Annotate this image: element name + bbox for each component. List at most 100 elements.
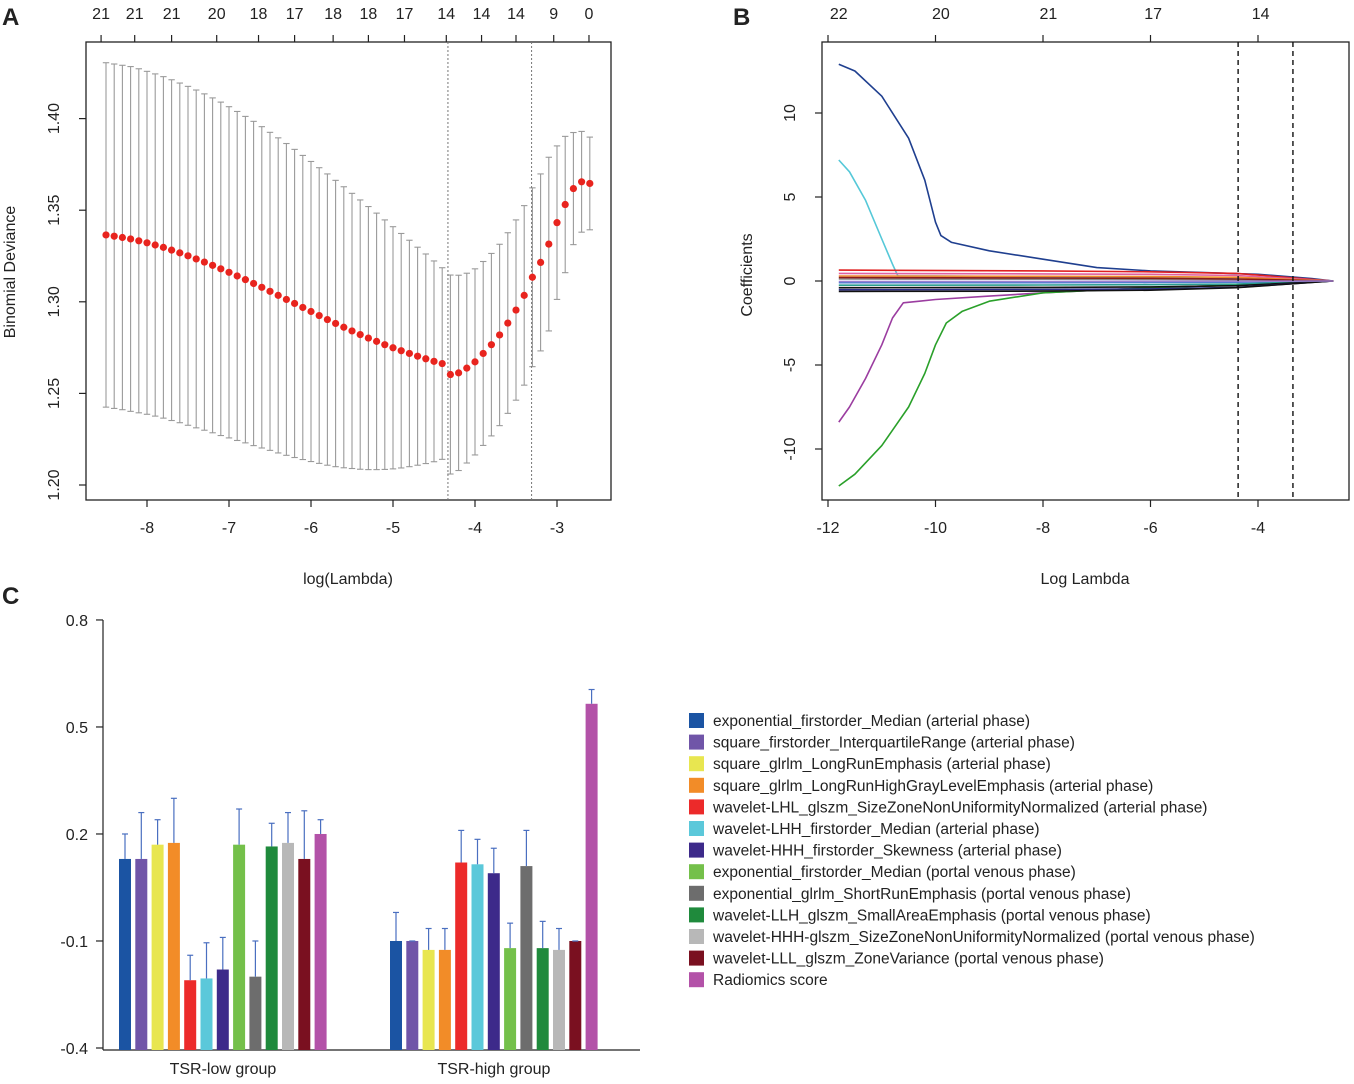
cv-point (586, 179, 594, 188)
bar (471, 864, 484, 1050)
y-tick-label: 1.40 (46, 103, 63, 134)
bar (167, 842, 180, 1050)
cv-point (487, 341, 495, 349)
panel-c: C -0.4 -0.1 0.2 0.5 0.8 TSR-low group TSR-hig… (2, 583, 1255, 1078)
cv-point (463, 364, 471, 372)
cv-point (258, 283, 266, 291)
top-tick-label: 21 (163, 6, 181, 23)
x-tick-label: -5 (386, 520, 400, 537)
cv-point (307, 307, 315, 316)
legend-swatch (689, 713, 704, 728)
cv-point (553, 219, 561, 227)
top-tick-label: 0 (585, 6, 594, 23)
bar (265, 846, 278, 1050)
top-tick-label: 21 (92, 6, 110, 23)
cv-point (323, 315, 331, 324)
cv-point (118, 233, 126, 242)
top-tick-label: 14 (437, 6, 455, 23)
bar (406, 940, 419, 1050)
panel-a: A -8 -7 -6 -5 -4 -3 1.201.251.301.351.40 21 21… (2, 4, 612, 588)
bar (553, 949, 565, 1050)
cv-point (512, 306, 520, 314)
cv-point (446, 370, 454, 379)
cv-point (217, 265, 225, 273)
bar (151, 844, 164, 1050)
legend-swatch (689, 885, 704, 901)
category-label: TSR-low group (170, 1061, 277, 1078)
cv-point (168, 246, 176, 254)
coefficient-path (838, 280, 1334, 487)
legend-label: wavelet-LLL_glszm_ZoneVariance (portal v… (712, 951, 1104, 968)
top-tick-label: 14 (1252, 6, 1270, 23)
top-tick-label: 18 (324, 6, 342, 23)
panel-a-error-bars (102, 62, 593, 475)
top-tick-label: 17 (396, 6, 414, 23)
bar (135, 858, 148, 1050)
cv-point (471, 358, 479, 366)
panel-b-reference-lines (1237, 42, 1294, 500)
cv-point (200, 258, 208, 266)
bar (455, 862, 468, 1050)
cv-point (332, 319, 340, 328)
bar (520, 866, 533, 1050)
cv-point (528, 273, 537, 281)
panel-b: B -12 -10 -8 -6 -4 -10 -5 0 5 10 22 20 21 17 14 Log … (733, 4, 1350, 588)
top-tick-label: 9 (549, 6, 558, 23)
cv-point (233, 272, 241, 280)
legend-label: wavelet-HHH-glszm_SizeZoneNonUniformityN… (712, 929, 1255, 946)
x-tick-label: -4 (468, 520, 482, 537)
y-tick-label: 1.30 (46, 286, 63, 317)
legend-label: wavelet-LHH_firstorder_Median (arterial … (712, 821, 1040, 838)
y-tick-label: 0.5 (66, 720, 88, 737)
cv-point (520, 291, 528, 299)
legend-swatch (689, 972, 704, 988)
coefficient-path (838, 159, 1334, 282)
cv-point (102, 231, 110, 239)
y-tick-label: 0.8 (66, 613, 88, 630)
bar (233, 844, 246, 1050)
top-tick-label: 18 (360, 6, 378, 23)
legend-label: exponential_firstorder_Median (arterial … (713, 713, 1030, 730)
panel-b-x-axis: -12 -10 -8 -6 -4 (816, 500, 1265, 537)
coefficient-path (838, 276, 1334, 282)
panel-c-categories: TSR-low group TSR-high group (170, 1061, 551, 1078)
coefficient-path (838, 275, 1334, 282)
panel-a-y-axis: 1.20 1.25 1.30 1.35 1.40 (46, 103, 86, 501)
legend-swatch (689, 907, 704, 923)
bar (200, 978, 213, 1050)
panel-a-letter: A (2, 4, 19, 31)
cv-point (291, 299, 299, 308)
panel-a-reference-lines (447, 42, 533, 500)
top-tick-label: 14 (507, 6, 525, 23)
bar (249, 976, 262, 1050)
top-tick-label: 20 (208, 6, 226, 23)
cv-point (135, 237, 143, 245)
bar (487, 873, 500, 1050)
cv-point (397, 347, 405, 355)
cv-point (209, 261, 217, 269)
legend-label: square_glrlm_LongRunEmphasis (arterial p… (713, 756, 1051, 773)
coefficient-path (838, 272, 1334, 282)
panel-b-y-axis: -10 -5 0 5 10 (782, 104, 822, 461)
cv-point (455, 369, 463, 377)
top-tick-label: 21 (126, 6, 144, 23)
top-tick-label: 14 (473, 6, 491, 23)
legend-swatch (689, 799, 704, 815)
panel-a-y-label: Binomial Deviance (2, 206, 19, 339)
legend-swatch (689, 756, 704, 772)
y-tick-label: -10 (782, 437, 799, 460)
cv-point (184, 252, 192, 260)
bar (119, 858, 131, 1050)
x-tick-label: -3 (550, 520, 564, 537)
legend-label: wavelet-LLH_glszm_SmallAreaEmphasis (por… (712, 907, 1151, 924)
cv-point (504, 319, 512, 327)
cv-point (438, 359, 446, 368)
coefficient-path (838, 280, 1334, 283)
bar (390, 940, 402, 1050)
bar (216, 969, 229, 1050)
cv-point (266, 287, 274, 295)
cv-point (373, 337, 381, 345)
top-tick-label: 17 (1144, 6, 1162, 23)
legend-label: square_glrlm_LongRunHighGrayLevelEmphasi… (713, 778, 1153, 795)
